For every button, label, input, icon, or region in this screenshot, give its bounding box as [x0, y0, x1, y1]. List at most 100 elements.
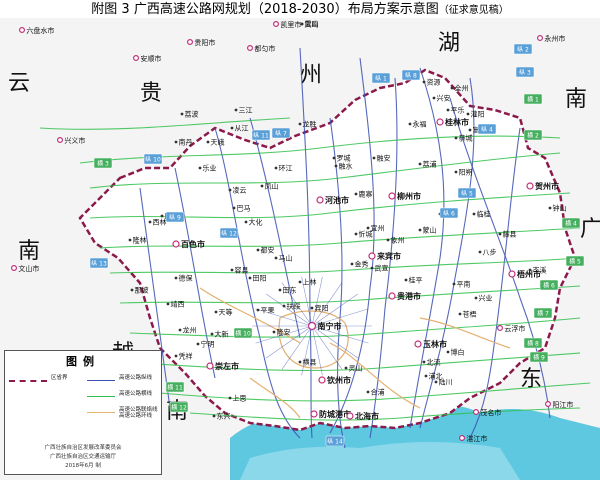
legend-credit-3: 2018年6月 制 — [65, 463, 101, 469]
badge-horizontal-label: 横 10 — [235, 329, 251, 337]
county-marker — [298, 122, 302, 126]
county-marker — [160, 214, 164, 218]
horizontal-route-line — [39, 117, 291, 130]
city-prefecture-marker — [388, 192, 396, 200]
county-label: 岑溪 — [533, 266, 547, 275]
city-prefecture-marker — [436, 118, 444, 126]
badge-vertical-label: 纵 1 — [375, 75, 387, 82]
badge-vertical: 纵 14 — [325, 435, 345, 447]
badge-horizontal-label: 横 4 — [565, 219, 577, 227]
county-marker — [212, 414, 216, 418]
county-marker — [274, 256, 278, 260]
county-label: 南丹 — [179, 138, 193, 147]
legend-swatch-horizontal — [87, 396, 115, 397]
city-prefecture-label: 防城港市 — [319, 409, 351, 419]
vertical-route-line — [329, 57, 375, 434]
county-marker — [178, 328, 182, 332]
county-marker — [230, 268, 234, 272]
county-label: 隆林 — [133, 236, 147, 245]
county-label: 武宣 — [375, 264, 389, 273]
county-label: 浦北 — [429, 372, 443, 381]
county-marker — [472, 212, 476, 216]
county-marker — [210, 332, 214, 336]
city-outside-label: 文山市 — [18, 264, 39, 273]
badge-vertical: 纵 5 — [457, 187, 477, 199]
legend-item-border: 区省界 — [9, 375, 159, 387]
city-prefecture-label: 河池市 — [325, 195, 349, 205]
badge-vertical-label: 纵 4 — [481, 126, 493, 133]
county-label: 雷山 — [305, 20, 319, 29]
label-hu: 湖 — [438, 31, 460, 56]
badge-horizontal-label: 横 2 — [527, 131, 539, 139]
vertical-route-line — [419, 77, 475, 429]
county-marker — [148, 220, 152, 224]
badge-horizontal: 横 4 — [561, 217, 581, 229]
horizontal-route-line — [119, 285, 581, 304]
label-gui: 贵 — [140, 81, 162, 106]
county-label: 隆安 — [277, 328, 291, 337]
badge-vertical-label: 纵 5 — [461, 190, 473, 197]
county-marker — [548, 206, 552, 210]
city-prefecture-marker — [508, 270, 516, 278]
county-label: 马山 — [279, 254, 293, 263]
county-marker — [344, 366, 348, 370]
connector-route-line — [278, 310, 349, 369]
county-marker — [418, 162, 422, 166]
capital-radial-line — [265, 293, 313, 327]
city-prefecture-marker — [414, 340, 422, 348]
county-label: 容县 — [235, 266, 249, 275]
city-outside-label: 凯里市 — [280, 20, 301, 29]
county-marker — [166, 302, 170, 306]
county-label: 象州 — [391, 236, 405, 245]
county-label: 鹿寨 — [359, 190, 373, 199]
capital-radial-line — [311, 325, 369, 344]
county-marker — [332, 156, 336, 160]
label-yun: 云 — [8, 71, 30, 96]
county-marker — [422, 360, 426, 364]
county-marker — [130, 288, 134, 292]
county-label: 凭祥 — [179, 352, 193, 361]
county-marker — [274, 166, 278, 170]
legend-swatch-vertical — [87, 380, 115, 381]
city-nanning-label: 南宁市 — [318, 321, 342, 331]
county-label: 平南 — [457, 280, 471, 289]
county-marker — [310, 306, 314, 310]
county-label: 天峨 — [211, 138, 225, 147]
badge-vertical-label: 纵 2 — [517, 46, 529, 53]
sea-shallow — [240, 442, 520, 480]
county-label: 钟山 — [553, 204, 567, 213]
county-marker — [244, 220, 248, 224]
capital-radial-line — [255, 325, 313, 344]
county-marker — [298, 280, 302, 284]
badge-horizontal: 横 10 — [233, 327, 253, 339]
capital-radial-line — [255, 308, 313, 327]
city-prefecture-marker — [172, 240, 180, 248]
badge-horizontal: 横 11 — [165, 381, 185, 393]
legend-item-connector: 高速公路联络线 高速公路环线 — [87, 407, 158, 423]
city-prefecture-label: 北海市 — [355, 411, 379, 421]
county-label: 忻城 — [359, 230, 373, 239]
county-label: 西林 — [153, 218, 167, 227]
capital-radial-line — [311, 325, 343, 370]
city-prefecture-marker — [310, 410, 318, 418]
county-marker — [350, 262, 354, 266]
city-prefecture-marker — [316, 196, 324, 204]
badge-horizontal-label: 横 3 — [97, 159, 109, 167]
county-marker — [432, 96, 436, 100]
capital-radial-line — [265, 325, 313, 359]
city-outside-label: 云浮市 — [504, 324, 525, 333]
county-label: 博白 — [451, 348, 465, 357]
county-label: 临桂 — [477, 210, 491, 219]
map-title: 附图 3 广西高速公路网规划（2018-2030）布局方案示意图（征求意见稿） — [0, 0, 600, 20]
city-outside-label: 六盘水市 — [26, 26, 54, 35]
county-marker — [278, 288, 282, 292]
city-outside-label: 永州市 — [544, 34, 565, 43]
city-outside-marker — [187, 39, 194, 46]
capital-radial-line — [311, 308, 369, 327]
label-dong: 东 — [520, 367, 542, 392]
badge-horizontal: 横 7 — [533, 307, 553, 319]
legend-box: 图例 区省界 高速公路纵线 高速公路横线 高速公路联络线 高速公路环线 广西壮族… — [4, 350, 162, 475]
county-label: 融安 — [377, 154, 391, 163]
badge-vertical-label: 纵 8 — [405, 72, 417, 79]
